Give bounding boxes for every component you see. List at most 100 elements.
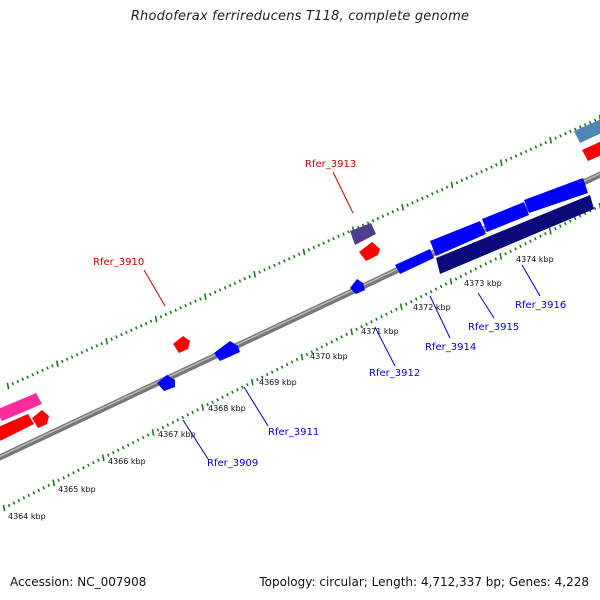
minor-tick bbox=[85, 348, 89, 352]
gene-red-4[interactable] bbox=[582, 139, 600, 161]
minor-tick bbox=[539, 143, 543, 147]
major-tick bbox=[499, 252, 503, 260]
gene-red-1[interactable] bbox=[0, 414, 34, 442]
minor-tick bbox=[371, 219, 375, 223]
forward-strand-genes bbox=[0, 117, 600, 442]
minor-tick bbox=[199, 297, 202, 301]
minor-tick bbox=[514, 154, 518, 158]
minor-tick bbox=[559, 134, 562, 138]
major-tick bbox=[151, 429, 155, 436]
major-tick bbox=[399, 303, 403, 311]
minor-tick bbox=[509, 249, 512, 253]
minor-tick bbox=[416, 198, 419, 203]
minor-tick bbox=[255, 377, 259, 382]
minor-tick bbox=[332, 236, 335, 241]
label-rfer-3911[interactable]: Rfer_3911 bbox=[268, 427, 319, 438]
kbp-label-4367: 4367 kbp bbox=[158, 430, 196, 439]
kbp-label-4371: 4371 kbp bbox=[361, 327, 399, 336]
minor-tick bbox=[273, 263, 276, 268]
minor-tick bbox=[593, 118, 597, 122]
minor-tick bbox=[106, 453, 110, 457]
label-rfer-3909[interactable]: Rfer_3909 bbox=[207, 458, 258, 469]
minor-tick bbox=[337, 234, 340, 239]
minor-tick bbox=[211, 400, 214, 404]
minor-tick bbox=[22, 496, 26, 500]
minor-tick bbox=[221, 395, 224, 399]
minor-tick bbox=[231, 390, 234, 394]
minor-tick bbox=[41, 368, 44, 373]
gene-dark-long[interactable] bbox=[436, 195, 594, 274]
label-rfer-3915[interactable]: Rfer_3915 bbox=[468, 322, 519, 333]
gene-rfer-3915[interactable] bbox=[482, 202, 529, 232]
minor-tick bbox=[504, 252, 507, 256]
minor-tick bbox=[430, 192, 434, 196]
minor-tick bbox=[312, 245, 316, 250]
minor-tick bbox=[125, 330, 128, 335]
minor-tick bbox=[77, 468, 80, 472]
minor-tick bbox=[434, 287, 438, 291]
minor-tick bbox=[149, 319, 153, 323]
gene-labels: Rfer_3910 Rfer_3913 Rfer_3909 Rfer_3911 … bbox=[93, 159, 566, 469]
minor-tick bbox=[395, 307, 398, 311]
minor-tick bbox=[360, 325, 363, 329]
minor-tick bbox=[317, 243, 321, 247]
minor-tick bbox=[485, 167, 488, 172]
minor-tick bbox=[310, 350, 314, 354]
gene-red-3[interactable] bbox=[359, 242, 380, 261]
minor-tick bbox=[465, 176, 469, 180]
minor-tick bbox=[181, 415, 185, 420]
gene-rfer-3914b[interactable] bbox=[430, 221, 486, 256]
minor-tick bbox=[32, 491, 36, 495]
label-rfer-3910[interactable]: Rfer_3910 bbox=[93, 257, 144, 268]
minor-tick bbox=[246, 383, 249, 387]
minor-tick bbox=[268, 265, 271, 270]
minor-tick bbox=[558, 224, 562, 228]
minor-tick bbox=[568, 219, 572, 223]
callout-rfer-3912 bbox=[374, 326, 396, 367]
minor-tick bbox=[194, 299, 197, 303]
minor-tick bbox=[196, 408, 200, 412]
gene-rfer-3912[interactable] bbox=[350, 279, 365, 294]
gene-rfer-3911[interactable] bbox=[214, 341, 240, 361]
gene-rfer-3914[interactable] bbox=[395, 249, 434, 274]
minor-tick bbox=[241, 385, 244, 389]
minor-tick bbox=[82, 466, 85, 470]
gene-red-2[interactable] bbox=[32, 410, 49, 428]
minor-tick bbox=[216, 398, 219, 402]
minor-tick bbox=[72, 471, 75, 475]
minor-tick bbox=[282, 259, 286, 263]
minor-tick bbox=[454, 277, 458, 281]
label-rfer-3914[interactable]: Rfer_3914 bbox=[425, 342, 476, 353]
callout-rfer-3914 bbox=[429, 295, 451, 339]
minor-tick bbox=[569, 129, 572, 134]
minor-tick bbox=[295, 357, 299, 362]
label-rfer-3913[interactable]: Rfer_3913 bbox=[305, 159, 356, 170]
label-rfer-3916[interactable]: Rfer_3916 bbox=[515, 300, 566, 311]
gene-pink-1[interactable] bbox=[0, 393, 42, 421]
gene-rfer-3910[interactable] bbox=[173, 336, 190, 353]
minor-tick bbox=[139, 324, 143, 328]
minor-tick bbox=[524, 242, 527, 246]
gene-rfer-3913[interactable] bbox=[350, 223, 376, 245]
minor-tick bbox=[186, 413, 190, 417]
minor-tick bbox=[129, 328, 133, 332]
minor-tick bbox=[365, 322, 368, 326]
gene-rfer-3909[interactable] bbox=[157, 375, 175, 391]
kbp-label-4374: 4374 kbp bbox=[516, 255, 554, 264]
minor-tick bbox=[95, 344, 99, 348]
minor-tick bbox=[479, 264, 483, 269]
minor-tick bbox=[21, 377, 25, 381]
minor-tick bbox=[460, 178, 464, 183]
minor-tick bbox=[380, 315, 383, 319]
gene-rfer-3916[interactable] bbox=[524, 178, 588, 213]
minor-tick bbox=[330, 340, 334, 344]
minor-tick bbox=[159, 315, 163, 319]
label-rfer-3912[interactable]: Rfer_3912 bbox=[369, 368, 420, 379]
minor-tick bbox=[529, 147, 533, 151]
minor-tick bbox=[233, 281, 237, 285]
gene-steel[interactable] bbox=[574, 117, 600, 143]
minor-tick bbox=[419, 294, 423, 299]
major-tick bbox=[401, 203, 405, 211]
kbp-label-4364: 4364 kbp bbox=[8, 512, 46, 521]
